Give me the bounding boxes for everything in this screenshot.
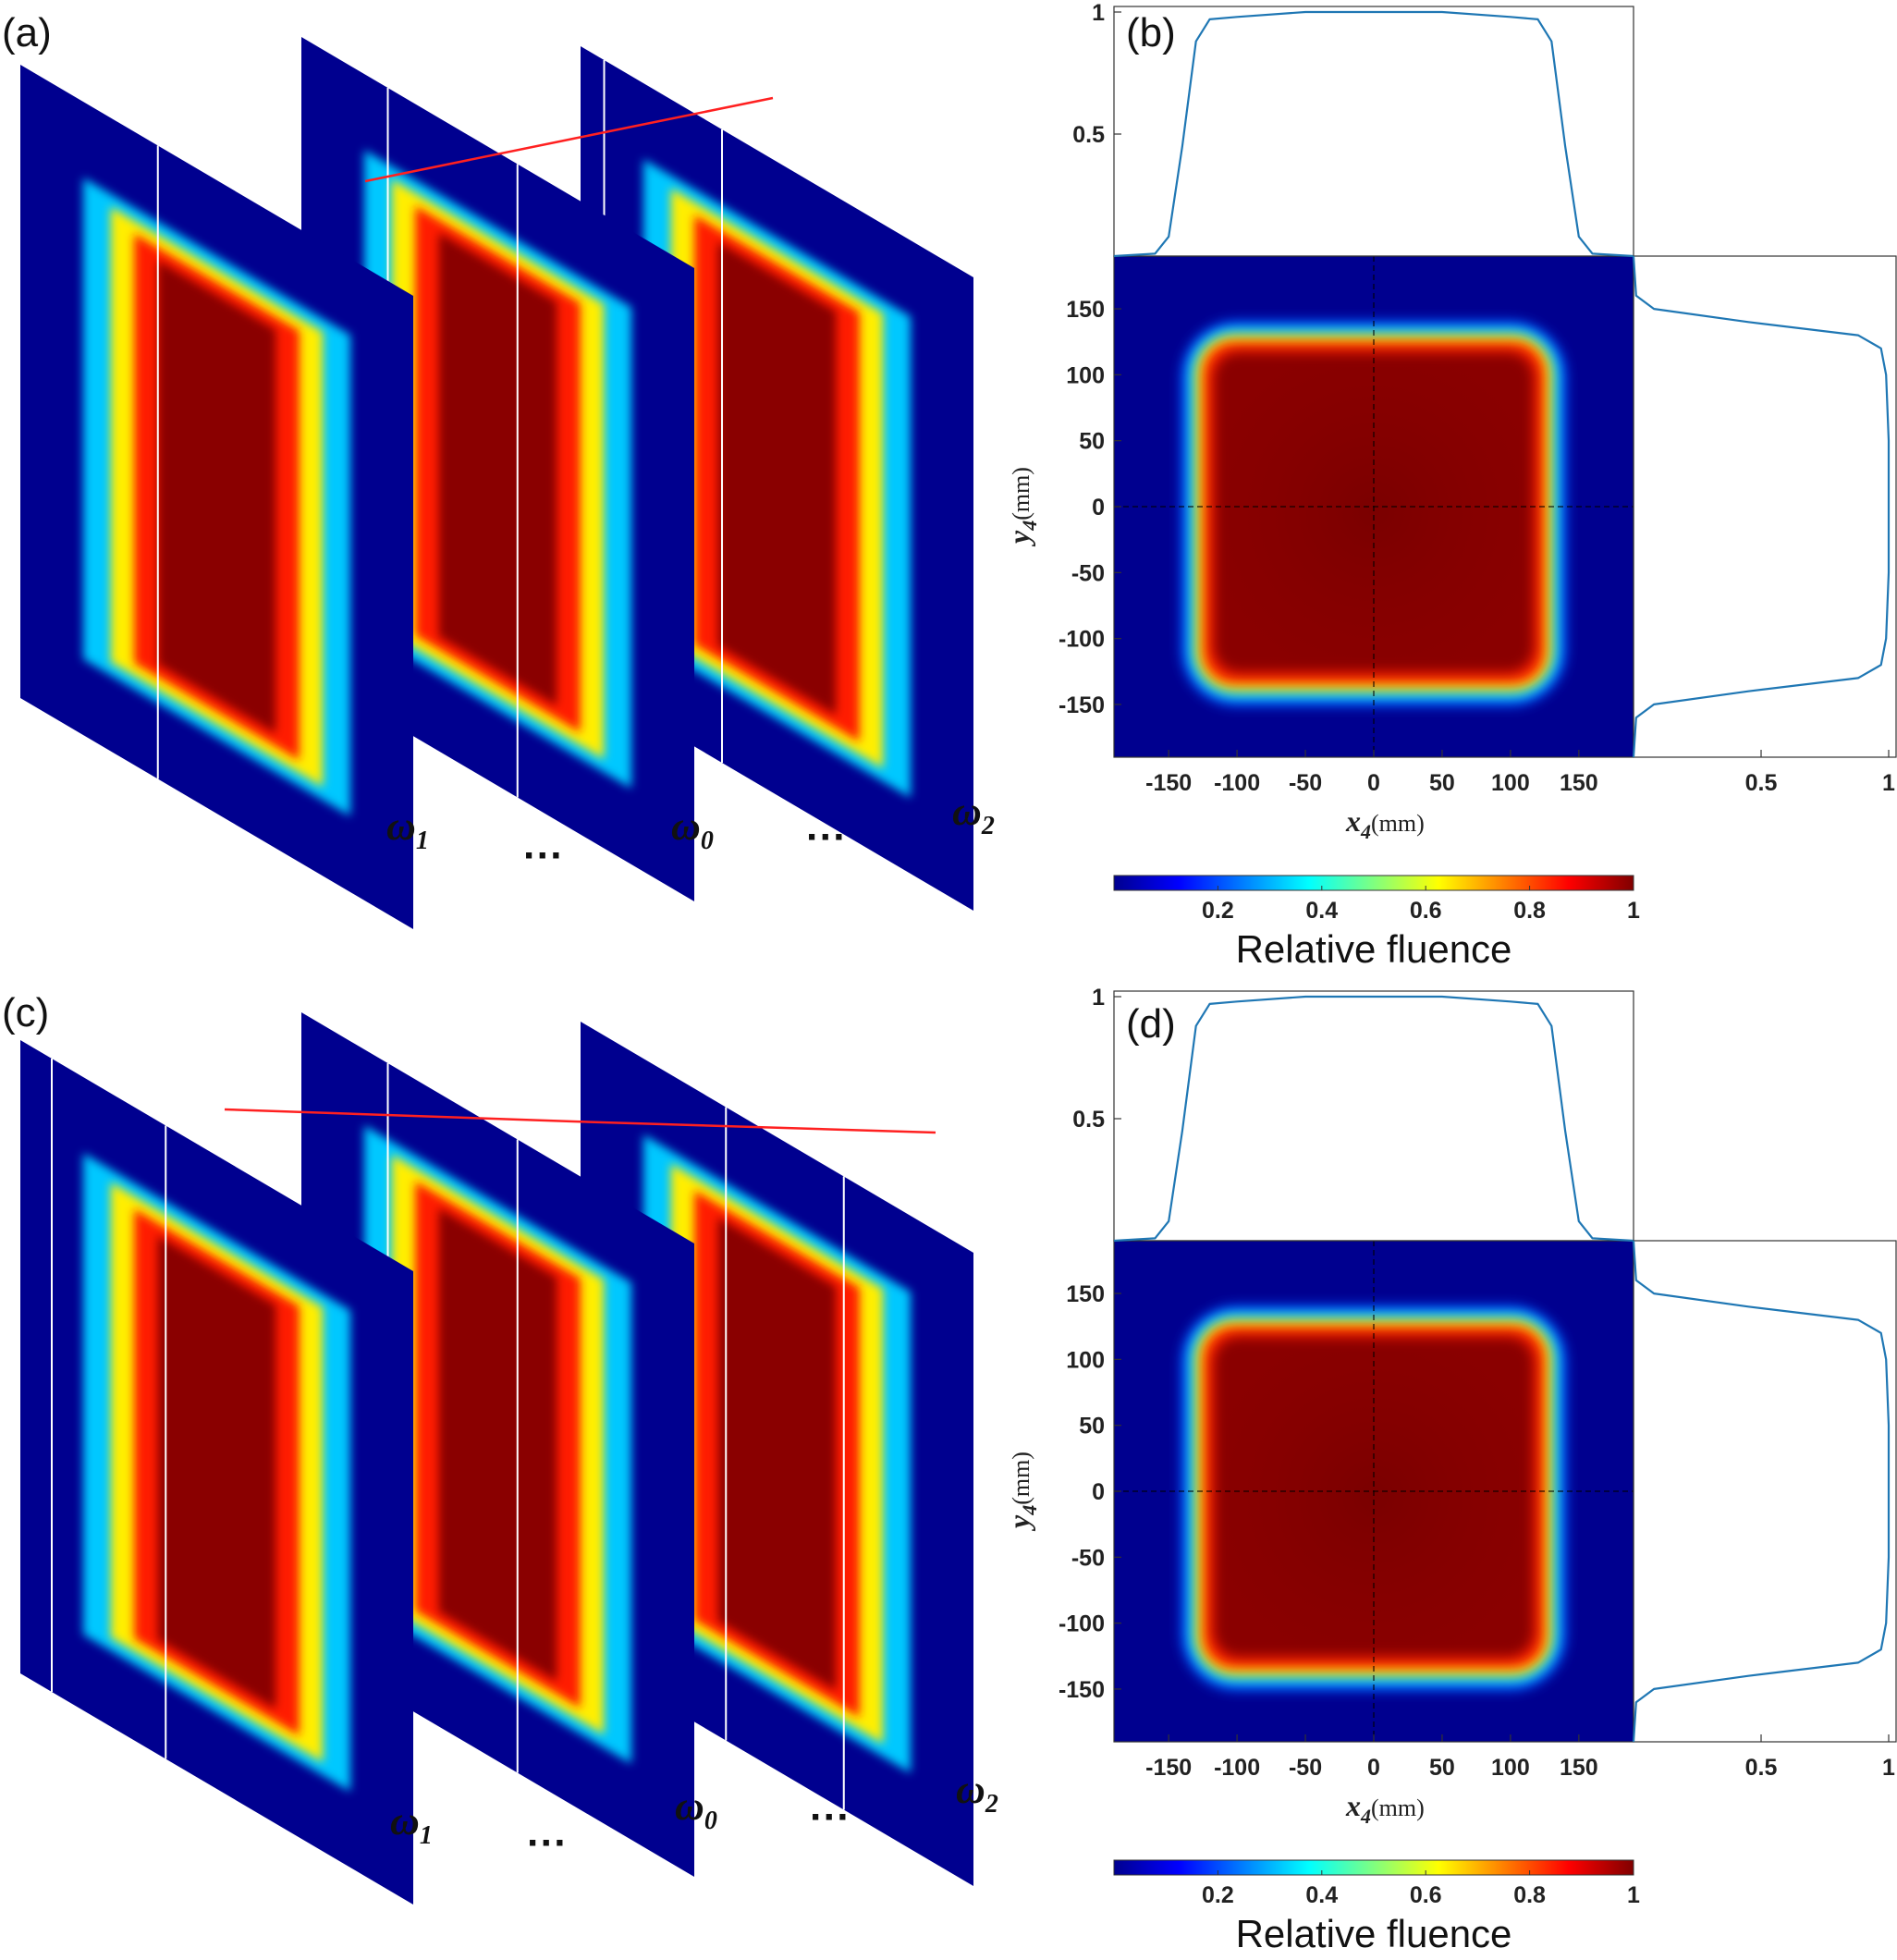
spectral-slices-stack-c [20,1012,973,1905]
y-tick-label: 0 [1092,495,1105,521]
top-profile-tick-label: 0.5 [1072,1107,1105,1133]
x-tick-label: 150 [1560,1755,1598,1781]
x-tick-label: -150 [1145,1755,1192,1781]
colorbar-tick-label: 0.4 [1305,898,1338,924]
colorbar-tick-label: 1 [1627,1882,1640,1908]
x-axis-label: x4(mm) [1345,1789,1425,1828]
colorbar-label: Relative fluence [1236,927,1512,971]
omega-labels-a: ω1 ··· ω0 ··· ω2 [386,789,995,878]
x-tick-label: 50 [1429,1755,1455,1781]
ellipsis-a2: ··· [806,815,847,860]
omega-1-label-a: ω1 [386,803,429,855]
slice-fluence-level-3 [717,1217,837,1691]
omega-2-label-a: ω2 [952,789,995,840]
ellipsis-a1: ··· [523,833,564,878]
slice-fluence-level-3 [157,260,276,734]
y-tick-label: 100 [1066,362,1105,388]
x-tick-label: 50 [1429,770,1455,796]
x-tick-label: -100 [1214,770,1260,796]
panel-d-fluence-map: -150 -100 -50 0 50 100 150 150 100 50 0 -50 -100 -150… [1002,985,1897,1955]
x-tick-label: -50 [1289,770,1322,796]
colorbar-tick-label: 0.4 [1305,1882,1338,1908]
slice-fluence-level-3 [717,241,837,716]
y-tick-label: -150 [1059,1677,1105,1703]
y-axis-label: y4(mm) [1002,1452,1041,1532]
ellipsis-c1: ··· [527,1820,568,1866]
y-tick-label: -100 [1059,1611,1105,1637]
colorbar [1113,1859,1634,1876]
y-tick-label: -100 [1059,627,1105,653]
y-tick-label: 150 [1066,297,1105,323]
colorbar-tick-label: 0.8 [1513,1882,1546,1908]
y-tick-label: 150 [1066,1281,1105,1307]
top-profile-tick-label: 1 [1092,985,1105,1011]
panel-label-c: (c) [2,990,49,1035]
side-profile-frame [1633,1240,1897,1743]
x-tick-label: 100 [1491,1755,1530,1781]
x-tick-label: -100 [1214,1755,1260,1781]
x-tick-label: 150 [1560,770,1598,796]
x-tick-label: 0 [1367,1755,1380,1781]
colorbar-tick-label: 0.6 [1410,1882,1442,1908]
cut-line [224,1108,936,1134]
y-tick-label: -50 [1071,560,1105,586]
side-profile-tick-label: 0.5 [1745,1755,1778,1781]
colorbar-label: Relative fluence [1236,1912,1512,1955]
spectral-slices-stack-a [20,37,973,929]
top-profile-tick-label: 0.5 [1072,122,1105,148]
y-tick-label: 50 [1079,429,1105,455]
panel-label-b: (b) [1126,10,1176,55]
y-tick-label: 50 [1079,1414,1105,1439]
x-tick-label: -50 [1289,1755,1322,1781]
panel-label-d: (d) [1126,1001,1176,1047]
y-tick-label: 100 [1066,1347,1105,1373]
x-tick-label: 0 [1367,770,1380,796]
colorbar-tick-label: 0.8 [1513,898,1546,924]
top-profile-frame [1113,990,1634,1242]
colorbar [1113,875,1634,891]
colorbar-tick-label: 0.2 [1202,898,1234,924]
slice-fluence-level-3 [157,1235,276,1709]
x-tick-label: 100 [1491,770,1530,796]
colorbar-tick-label: 0.6 [1410,898,1442,924]
slice-fluence-level-3 [438,1207,557,1682]
top-profile-line [1113,10,1634,258]
omega-labels-c: ω1 ··· ω0 ··· ω2 [390,1767,998,1866]
side-profile-tick-label: 1 [1882,1755,1895,1781]
y-tick-label: 0 [1092,1479,1105,1505]
top-profile-tick-label: 1 [1092,0,1105,26]
top-profile-frame [1113,6,1634,257]
colorbar-tick-label: 0.2 [1202,1882,1234,1908]
side-profile-line [1632,255,1891,758]
side-profile-tick-label: 0.5 [1745,770,1778,796]
slice-fluence-level-3 [438,232,557,706]
y-axis-label: y4(mm) [1002,467,1041,547]
y-tick-label: -50 [1071,1545,1105,1571]
panel-b-fluence-map: -150 -100 -50 0 50 100 150 150 100 50 0 -50 -100 -150… [1002,0,1897,971]
side-profile-line [1632,1240,1891,1743]
y-tick-label: -150 [1059,692,1105,718]
omega-0-label-c: ω0 [675,1783,717,1835]
side-profile-frame [1633,255,1897,758]
cut-line [364,96,774,183]
side-profile-tick-label: 1 [1882,770,1895,796]
x-tick-label: -150 [1145,770,1192,796]
colorbar-tick-label: 1 [1627,898,1640,924]
omega-0-label-a: ω0 [671,803,714,855]
omega-1-label-c: ω1 [390,1798,433,1850]
omega-2-label-c: ω2 [956,1767,998,1819]
ellipsis-c2: ··· [810,1795,851,1840]
top-profile-line [1113,995,1634,1243]
panel-label-a: (a) [2,10,52,55]
x-axis-label: x4(mm) [1345,804,1425,843]
